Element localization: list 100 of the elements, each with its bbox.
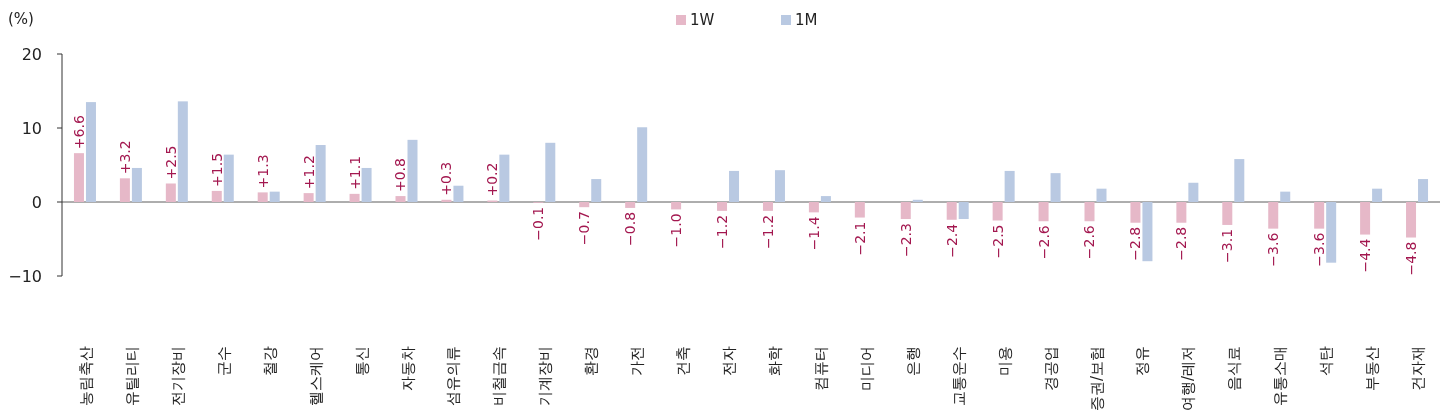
data-label: −3.6 bbox=[1265, 232, 1282, 267]
bar bbox=[671, 202, 682, 210]
bar bbox=[257, 192, 268, 202]
bar bbox=[361, 167, 372, 202]
x-tick-label: 교통운수 bbox=[949, 346, 968, 406]
bar bbox=[395, 196, 406, 202]
bar bbox=[820, 196, 831, 202]
x-tick-label: 미용 bbox=[995, 346, 1014, 376]
bar bbox=[625, 202, 636, 208]
bar bbox=[1176, 202, 1187, 223]
x-tick-label: 건자재 bbox=[1409, 346, 1428, 391]
x-tick-label: 미디어 bbox=[857, 346, 876, 391]
bar bbox=[453, 185, 464, 202]
bar bbox=[992, 202, 1003, 221]
data-label: −0.7 bbox=[576, 211, 593, 246]
x-tick-label: 철강 bbox=[260, 346, 279, 376]
data-label: −2.1 bbox=[851, 221, 868, 256]
data-label: −3.6 bbox=[1311, 232, 1328, 267]
bar bbox=[211, 190, 222, 202]
bar bbox=[717, 202, 728, 211]
y-tick-label: −10 bbox=[8, 267, 42, 286]
bar bbox=[545, 142, 556, 202]
data-label: −2.8 bbox=[1127, 226, 1144, 261]
x-tick-label: 유틸리티 bbox=[122, 346, 141, 406]
y-tick-label: 20 bbox=[21, 45, 42, 64]
bar bbox=[407, 139, 418, 202]
data-label: −2.6 bbox=[1035, 225, 1052, 260]
x-tick-label: 석탄 bbox=[1317, 346, 1336, 376]
x-tick-label: 정유 bbox=[1133, 346, 1152, 376]
data-label: −2.3 bbox=[897, 223, 914, 258]
data-label: −1.0 bbox=[668, 213, 685, 248]
bar bbox=[1418, 179, 1429, 202]
data-label: +1.2 bbox=[300, 155, 317, 190]
bar bbox=[177, 101, 188, 202]
bar bbox=[315, 145, 326, 202]
data-label: −2.6 bbox=[1081, 225, 1098, 260]
x-tick-label: 경공업 bbox=[1041, 346, 1060, 391]
x-tick-label: 농림축산 bbox=[76, 346, 95, 406]
bar bbox=[774, 170, 785, 202]
data-label: −3.1 bbox=[1219, 228, 1236, 263]
x-tick-label: 은행 bbox=[903, 346, 922, 376]
data-label: +3.2 bbox=[116, 140, 133, 175]
x-tick-label: 유통소매 bbox=[1271, 346, 1290, 406]
bar bbox=[1268, 202, 1279, 229]
x-tick-label: 건축 bbox=[674, 346, 693, 376]
bar bbox=[349, 193, 360, 202]
x-tick-label: 컴퓨터 bbox=[811, 346, 830, 391]
data-label: −2.5 bbox=[989, 224, 1006, 259]
bar bbox=[1038, 202, 1049, 222]
x-tick-label: 부동산 bbox=[1363, 346, 1382, 391]
data-label: +1.1 bbox=[346, 155, 363, 190]
bar bbox=[808, 202, 819, 213]
bar bbox=[762, 202, 773, 211]
bar bbox=[1360, 202, 1371, 235]
bar bbox=[73, 153, 84, 202]
data-label: −2.4 bbox=[943, 223, 960, 258]
data-label: −2.8 bbox=[1173, 226, 1190, 261]
x-tick-label: 증권/보험 bbox=[1087, 346, 1106, 412]
bar bbox=[1326, 202, 1337, 263]
data-label: −1.2 bbox=[759, 214, 776, 249]
x-tick-label: 군수 bbox=[214, 346, 233, 376]
bar bbox=[591, 179, 602, 202]
x-tick-label: 여행/레저 bbox=[1179, 346, 1198, 412]
bar bbox=[1280, 191, 1291, 202]
bar bbox=[900, 202, 911, 220]
x-tick-label: 통신 bbox=[352, 346, 371, 376]
bar bbox=[499, 154, 510, 202]
y-tick-label: 0 bbox=[31, 193, 42, 212]
bar bbox=[1096, 188, 1107, 202]
x-tick-label: 기계장비 bbox=[536, 346, 555, 406]
data-label: −1.2 bbox=[714, 214, 731, 249]
x-tick-label: 화학 bbox=[765, 346, 784, 376]
data-label: +6.6 bbox=[70, 115, 87, 150]
bar bbox=[1188, 182, 1199, 202]
bar bbox=[223, 154, 234, 202]
bar bbox=[1084, 202, 1095, 222]
bar bbox=[637, 127, 648, 202]
x-tick-label: 비철금속 bbox=[490, 346, 509, 406]
bar bbox=[165, 183, 176, 202]
bar bbox=[85, 102, 96, 202]
bar bbox=[441, 199, 452, 202]
bar bbox=[958, 202, 969, 220]
y-tick-label: 10 bbox=[21, 119, 42, 138]
bar bbox=[1222, 202, 1233, 225]
bar bbox=[1372, 188, 1383, 202]
x-tick-label: 음식료 bbox=[1225, 346, 1244, 391]
bar bbox=[1314, 202, 1325, 229]
bar bbox=[1234, 159, 1245, 202]
bar bbox=[119, 178, 130, 202]
data-label: +0.2 bbox=[484, 162, 501, 197]
data-label: +0.3 bbox=[438, 161, 455, 196]
bar bbox=[303, 193, 314, 202]
legend-label: 1W bbox=[690, 11, 715, 29]
bar bbox=[912, 199, 923, 202]
bar bbox=[854, 202, 865, 218]
x-tick-label: 자동차 bbox=[398, 346, 417, 391]
bar bbox=[1142, 202, 1153, 262]
x-tick-label: 전자 bbox=[720, 346, 739, 376]
data-label: +1.3 bbox=[254, 154, 271, 189]
data-label: −4.4 bbox=[1357, 238, 1374, 273]
